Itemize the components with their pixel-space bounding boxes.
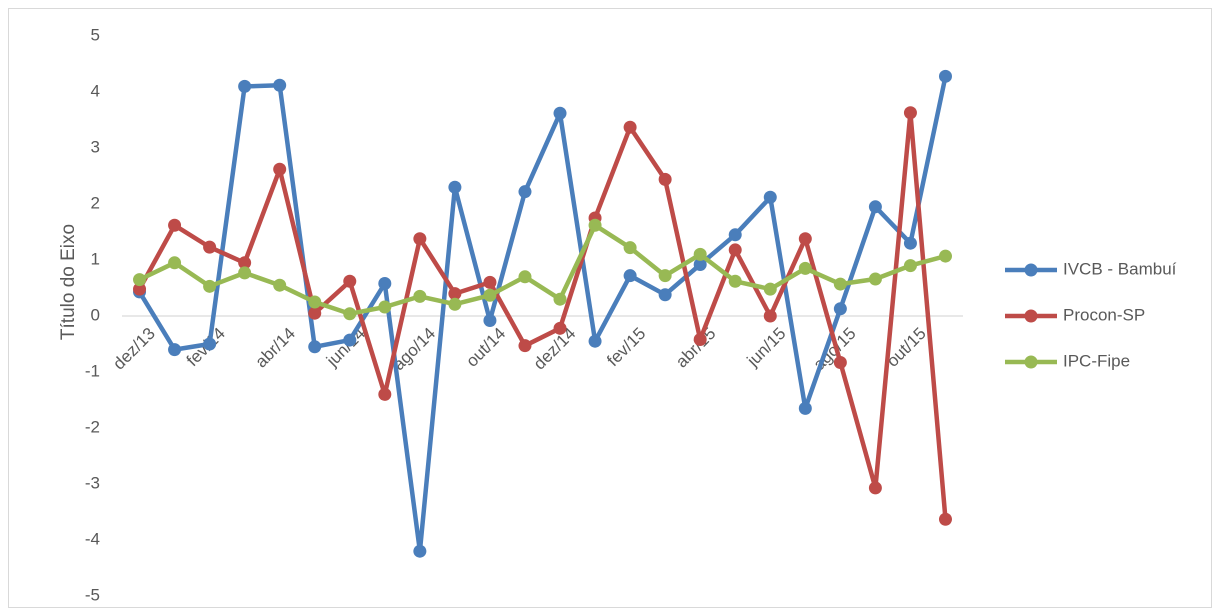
legend-label: Procon-SP: [1063, 305, 1145, 324]
y-tick-label: -5: [85, 585, 100, 604]
data-point: [203, 337, 217, 351]
legend-marker: [1024, 355, 1038, 369]
data-point: [553, 106, 567, 120]
data-point: [763, 309, 777, 323]
y-axis-title: Título do Eixo: [58, 224, 79, 340]
data-point: [133, 282, 147, 296]
data-point: [763, 190, 777, 204]
data-point: [518, 185, 532, 199]
data-point: [483, 288, 497, 302]
data-point: [868, 272, 882, 286]
data-point: [658, 288, 672, 302]
data-point: [728, 274, 742, 288]
data-point: [693, 257, 707, 271]
x-tick-label: abr/15: [672, 324, 720, 372]
data-point: [833, 277, 847, 291]
data-point: [343, 274, 357, 288]
y-tick-label: 2: [91, 193, 100, 212]
data-point: [798, 401, 812, 415]
y-tick-label: -3: [85, 473, 100, 492]
x-tick-label: jun/14: [322, 324, 369, 371]
data-point: [238, 79, 252, 93]
data-point: [343, 333, 357, 347]
data-point: [588, 334, 602, 348]
y-tick-label: 0: [91, 305, 100, 324]
data-point: [133, 273, 147, 287]
data-point: [623, 120, 637, 134]
data-point: [413, 232, 427, 246]
x-tick-label: abr/14: [251, 324, 299, 372]
y-tick-label: -2: [85, 417, 100, 436]
legend-marker: [1024, 309, 1038, 323]
data-point: [203, 240, 217, 254]
data-point: [728, 228, 742, 242]
data-point: [413, 289, 427, 303]
data-point: [938, 512, 952, 526]
data-point: [903, 106, 917, 120]
data-point: [378, 277, 392, 291]
data-point: [798, 261, 812, 275]
legend-label: IVCB - Bambuí: [1063, 259, 1177, 278]
chart-frame: [8, 8, 1212, 608]
data-point: [308, 340, 322, 354]
data-point: [798, 232, 812, 246]
data-point: [273, 278, 287, 292]
y-tick-label: 5: [91, 25, 100, 44]
data-point: [168, 218, 182, 232]
data-point: [903, 259, 917, 273]
y-tick-label: 4: [91, 81, 100, 100]
data-point: [343, 307, 357, 321]
y-tick-label: 1: [91, 249, 100, 268]
data-point: [273, 78, 287, 92]
data-point: [693, 247, 707, 261]
data-point: [168, 343, 182, 357]
data-point: [938, 69, 952, 83]
data-point: [728, 243, 742, 257]
data-point: [448, 180, 462, 194]
data-point: [553, 321, 567, 335]
data-point: [623, 269, 637, 283]
x-tick-label: fev/15: [603, 324, 649, 370]
data-point: [588, 218, 602, 232]
data-point: [203, 279, 217, 293]
data-point: [833, 302, 847, 316]
data-point: [518, 270, 532, 284]
data-point: [378, 300, 392, 314]
data-point: [238, 266, 252, 280]
x-tick-label: jun/15: [743, 324, 790, 371]
data-point: [483, 275, 497, 289]
data-point: [763, 282, 777, 296]
y-tick-label: -4: [85, 529, 100, 548]
data-point: [623, 241, 637, 255]
legend-label: IPC-Fipe: [1063, 351, 1130, 370]
data-point: [693, 333, 707, 347]
data-point: [868, 200, 882, 214]
data-point: [448, 297, 462, 311]
series-line: [137, 110, 948, 522]
data-point: [168, 256, 182, 270]
x-tick-label: out/14: [462, 324, 509, 371]
data-point: [273, 162, 287, 176]
data-point: [658, 269, 672, 283]
data-point: [238, 256, 252, 270]
data-point: [308, 295, 322, 309]
data-point: [833, 355, 847, 369]
y-tick-label: 3: [91, 137, 100, 156]
data-point: [448, 287, 462, 301]
data-point: [903, 236, 917, 250]
data-point: [868, 481, 882, 495]
data-point: [483, 313, 497, 327]
x-tick-label: dez/13: [109, 324, 159, 374]
legend-marker: [1024, 263, 1038, 277]
data-point: [378, 387, 392, 401]
y-tick-label: -1: [85, 361, 100, 380]
data-point: [308, 306, 322, 320]
data-point: [553, 292, 567, 306]
data-point: [658, 172, 672, 186]
data-point: [518, 339, 532, 353]
data-point: [938, 249, 952, 263]
data-point: [413, 544, 427, 558]
